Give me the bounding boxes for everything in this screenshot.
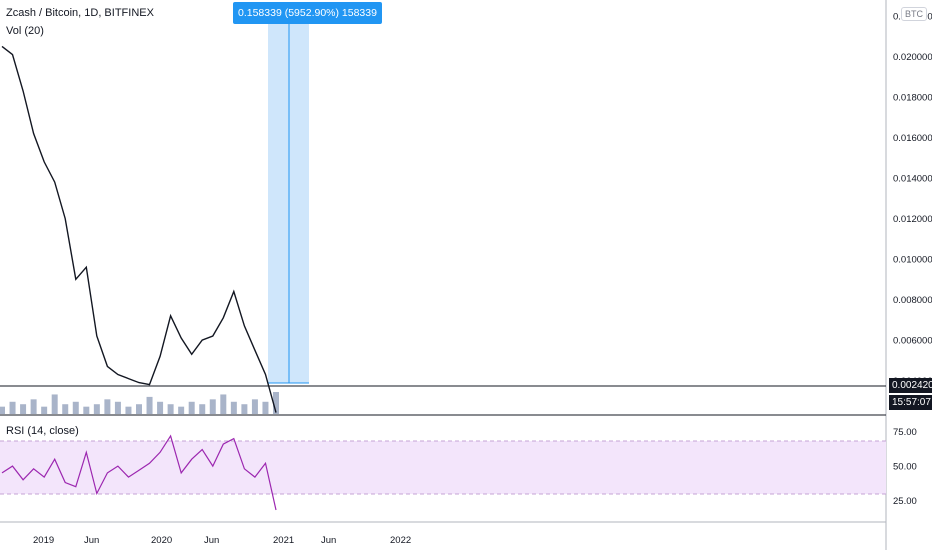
- volume-bar: [262, 401, 269, 414]
- volume-bar: [146, 396, 153, 414]
- price-tick-label: 0.012000: [893, 214, 932, 225]
- last-price-badge: 0.002420: [889, 378, 932, 393]
- countdown-badge: 15:57:07: [889, 395, 932, 410]
- price-axis-ticks: 0.0040000.0060000.0080000.0100000.012000…: [893, 12, 932, 388]
- volume-bar: [62, 404, 69, 414]
- volume-bar: [114, 401, 121, 414]
- volume-bar: [9, 401, 16, 414]
- volume-bar: [178, 406, 185, 414]
- rsi-tick-label: 25.00: [893, 496, 917, 507]
- volume-bar: [20, 404, 27, 414]
- volume-bar: [136, 404, 142, 414]
- volume-bar: [30, 399, 37, 414]
- volume-bar: [273, 392, 279, 414]
- rsi-axis-ticks: 25.00 50.00 75.00: [893, 427, 917, 507]
- price-tick-label: 0.014000: [893, 174, 932, 185]
- time-tick-label: 2019: [33, 535, 54, 546]
- time-tick-label: 2020: [151, 535, 172, 546]
- volume-bar: [41, 406, 48, 414]
- price-tick-label: 0.010000: [893, 255, 932, 266]
- volume-bar: [167, 404, 174, 414]
- price-series-line: [1, 45, 277, 413]
- price-tick-label: 0.006000: [893, 336, 932, 347]
- time-tick-label: 2021: [273, 535, 294, 546]
- currency-tag[interactable]: BTC: [901, 7, 927, 21]
- rsi-series-line: [1, 434, 277, 511]
- volume-bars: [0, 392, 279, 414]
- volume-bar: [125, 406, 132, 414]
- volume-bar: [0, 406, 5, 414]
- volume-bar: [230, 401, 237, 414]
- volume-bar: [104, 399, 111, 414]
- volume-bar: [188, 401, 195, 414]
- volume-bar: [157, 401, 164, 414]
- volume-bar: [251, 399, 258, 414]
- volume-bar: [83, 406, 90, 414]
- volume-bar: [241, 404, 248, 414]
- price-tick-label: 0.008000: [893, 295, 932, 306]
- price-tick-label: 0.020000: [893, 52, 932, 63]
- measure-tooltip: 0.158339 (5952.90%) 158339: [233, 2, 382, 24]
- volume-bar: [93, 404, 100, 414]
- time-tick-label: Jun: [204, 535, 219, 546]
- volume-bar: [199, 404, 206, 414]
- chart-title: Zcash / Bitcoin, 1D, BITFINEX: [6, 7, 154, 19]
- volume-bar: [209, 399, 216, 414]
- time-tick-label: Jun: [321, 535, 336, 546]
- time-tick-label: Jun: [84, 535, 99, 546]
- volume-bar: [72, 401, 79, 414]
- volume-indicator-label[interactable]: Vol (20): [6, 25, 44, 37]
- rsi-band: [0, 441, 886, 494]
- price-tick-label: 0.016000: [893, 133, 932, 144]
- time-axis-ticks: 2019 Jun 2020 Jun 2021 Jun 2022: [33, 535, 411, 546]
- time-tick-label: 2022: [390, 535, 411, 546]
- rsi-indicator-label[interactable]: RSI (14, close): [6, 425, 79, 437]
- volume-bar: [220, 394, 227, 414]
- price-tick-label: 0.018000: [893, 93, 932, 104]
- volume-bar: [51, 394, 58, 414]
- rsi-tick-label: 50.00: [893, 462, 917, 473]
- rsi-tick-label: 75.00: [893, 427, 917, 438]
